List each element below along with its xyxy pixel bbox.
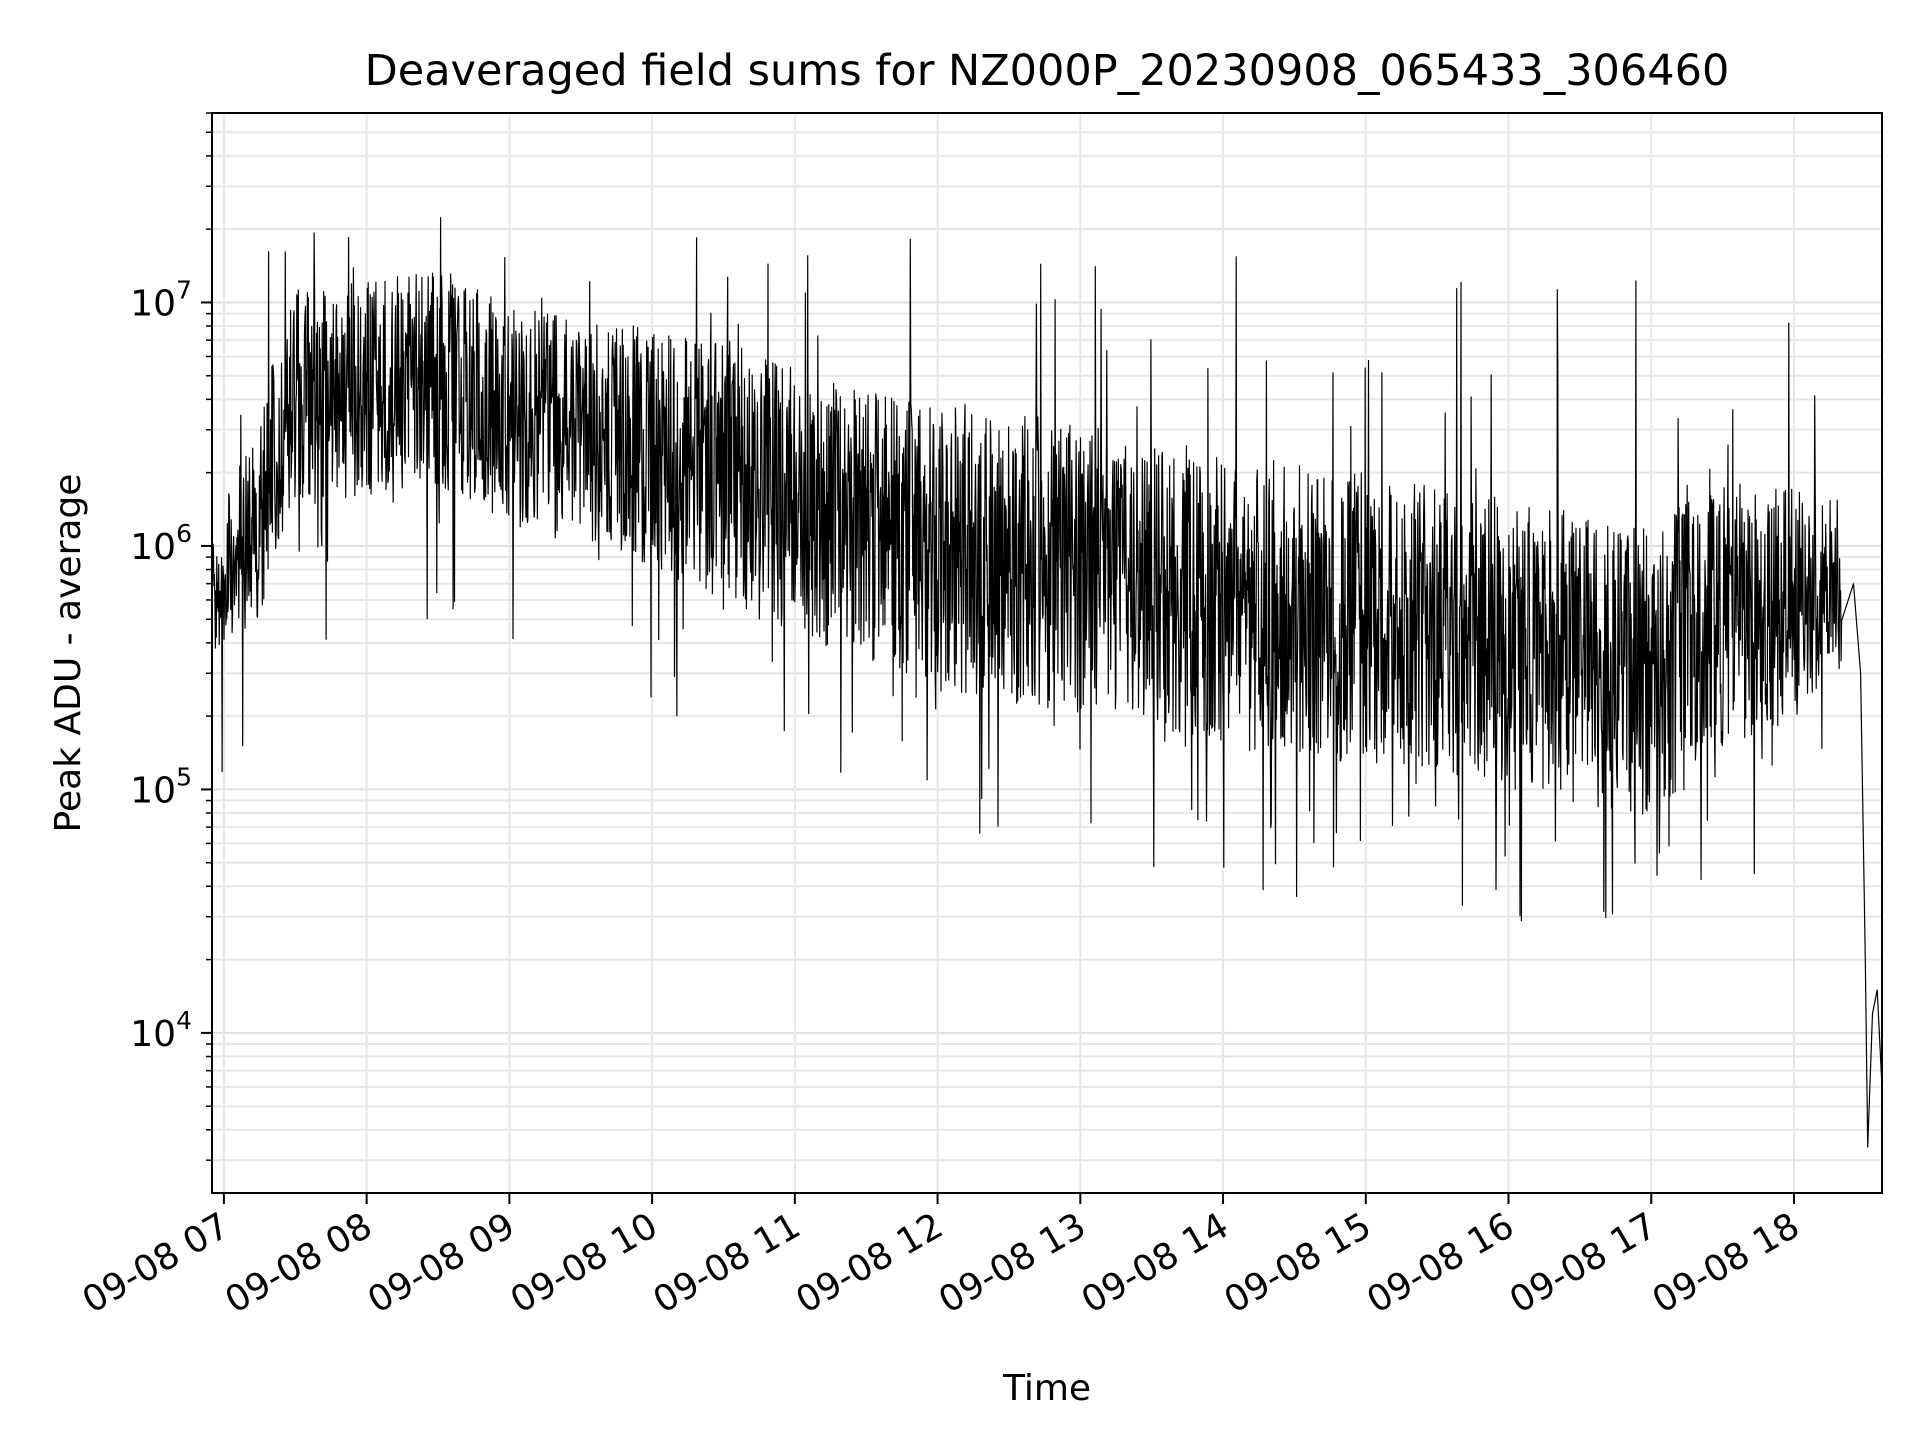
data-series xyxy=(211,217,1883,1148)
x-tick-label: 09-08 08 xyxy=(218,1205,379,1321)
y-tick-label: 106 xyxy=(130,519,192,568)
y-tick-label: 107 xyxy=(130,275,192,324)
x-tick-label: 09-08 15 xyxy=(1218,1205,1379,1321)
x-tick-label: 09-08 07 xyxy=(76,1205,237,1321)
y-tick-label: 105 xyxy=(130,762,192,811)
x-tick-label: 09-08 11 xyxy=(647,1205,808,1321)
y-tick-label: 104 xyxy=(130,1006,192,1055)
x-tick-label: 09-08 12 xyxy=(789,1205,950,1321)
x-tick-label: 09-08 10 xyxy=(504,1205,665,1321)
x-tick-label: 09-08 16 xyxy=(1360,1205,1521,1321)
y-axis-label: Peak ADU - average xyxy=(48,474,89,833)
x-tick-label: 09-08 17 xyxy=(1503,1205,1664,1321)
x-tick-label: 09-08 13 xyxy=(932,1205,1093,1321)
plot-frame xyxy=(211,112,1883,1194)
x-axis-label: Time xyxy=(1002,1368,1091,1409)
x-tick-label: 09-08 09 xyxy=(361,1205,522,1321)
x-tick-label: 09-08 14 xyxy=(1075,1205,1236,1321)
series-line xyxy=(211,217,1883,1148)
x-tick-label: 09-08 18 xyxy=(1646,1205,1807,1321)
chart-title: Deaveraged field sums for NZ000P_2023090… xyxy=(365,46,1730,96)
